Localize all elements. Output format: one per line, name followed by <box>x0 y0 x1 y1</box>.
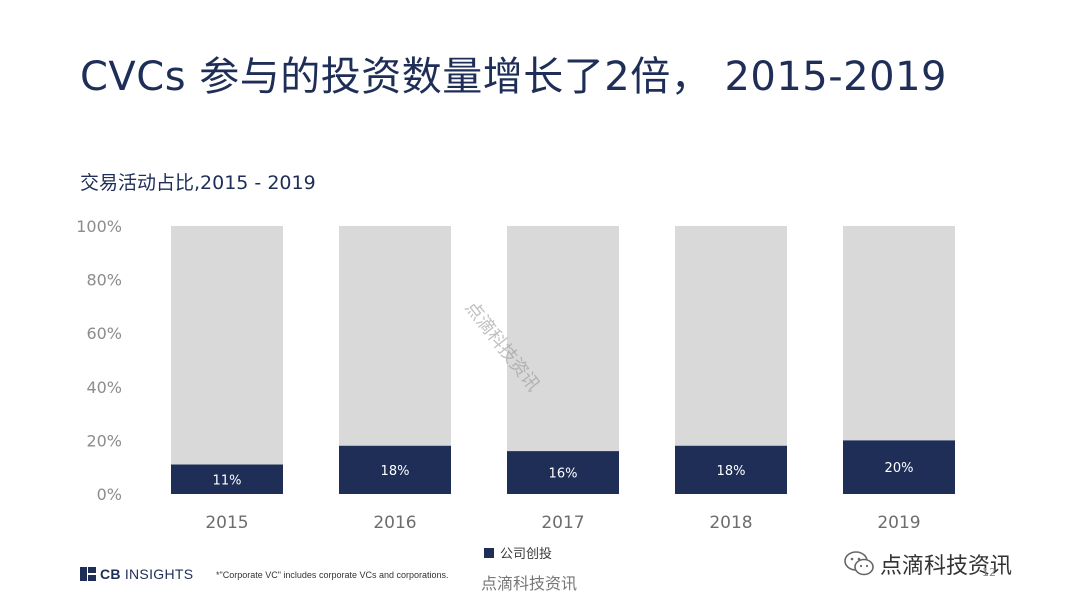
stacked-bar-chart: 0% 20% 40% 60% 80% 100% 11% 2015 18% 2016 16% 2017 1… <box>76 217 955 533</box>
slide-title: CVCs 参与的投资数量增长了2倍， 2015-2019 <box>80 54 947 100</box>
wechat-name: 点滴科技资讯 <box>880 554 1013 579</box>
x-tick-label: 2016 <box>373 513 416 533</box>
bar-segment-cvc <box>339 445 451 494</box>
footnote: *"Corporate VC" includes corporate VCs a… <box>216 570 449 580</box>
y-tick-label: 100% <box>76 217 122 236</box>
data-label: 11% <box>213 473 242 488</box>
x-tick-label: 2019 <box>877 513 920 533</box>
wechat-icon <box>844 551 874 576</box>
brand-insights: INSIGHTS <box>124 566 194 582</box>
bar-segment-other <box>675 226 787 446</box>
x-tick-label: 2015 <box>205 513 248 533</box>
x-tick-label: 2017 <box>541 513 584 533</box>
cbinsights-logo-icon <box>80 567 96 581</box>
x-tick-label: 2018 <box>709 513 752 533</box>
bar-segment-other <box>843 226 955 441</box>
y-tick-label: 60% <box>86 324 122 343</box>
bar-segment-cvc <box>843 440 955 494</box>
y-tick-label: 40% <box>86 378 122 397</box>
cbinsights-logo: CB INSIGHTS <box>80 566 193 582</box>
data-label: 18% <box>381 464 410 479</box>
chart-title: 交易活动占比,2015 - 2019 <box>80 172 316 194</box>
legend-label: 公司创投 <box>500 547 553 562</box>
page-number: 12 <box>982 566 996 579</box>
bar-segment-cvc <box>675 445 787 494</box>
bar-segment-other <box>339 226 451 446</box>
legend-swatch <box>484 547 494 558</box>
y-tick-label: 0% <box>97 485 122 504</box>
y-tick-label: 80% <box>86 271 122 290</box>
data-label: 16% <box>549 467 578 482</box>
bar-segment-cvc <box>507 451 619 494</box>
bar-segment-other <box>171 226 283 465</box>
data-label: 20% <box>885 461 914 476</box>
chart-legend: 公司创投 <box>484 543 552 562</box>
y-tick-label: 20% <box>86 431 122 450</box>
bar-segment-other <box>507 226 619 452</box>
data-label: 18% <box>717 464 746 479</box>
wechat-account: 点滴科技资讯 <box>844 548 1012 580</box>
bar-segment-cvc <box>171 464 283 494</box>
watermark-bottom: 点滴科技资讯 <box>481 574 578 593</box>
brand-cb: CB <box>100 566 121 582</box>
